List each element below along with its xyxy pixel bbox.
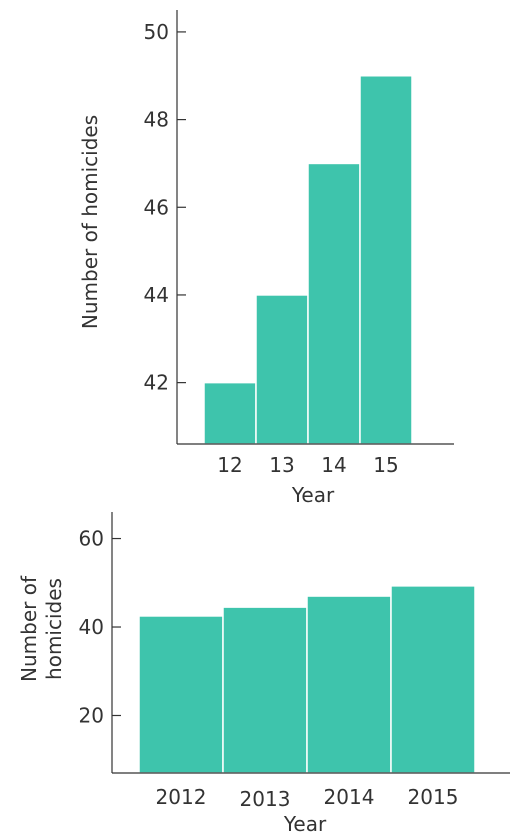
- x-tick-label-2013: 2013: [240, 787, 291, 811]
- x-tick-label-14: 14: [321, 453, 346, 477]
- x-tick-label-15: 15: [373, 453, 398, 477]
- bar-2015: [390, 585, 476, 774]
- bar-13: [255, 294, 309, 445]
- y-tick-label-60: 60: [79, 527, 104, 551]
- bar-group: [203, 75, 413, 445]
- bar-14: [307, 162, 361, 445]
- y-tick-label-50: 50: [144, 20, 169, 44]
- y-tick-label-44: 44: [144, 283, 169, 307]
- y-axis-label: Number of homicides: [78, 115, 102, 329]
- y-axis-label-line-2: homicides: [42, 578, 66, 680]
- x-axis-ticks: 2012 2013 2014 2015: [156, 785, 459, 811]
- chart-top-homicides-by-year: 42 44 46 48 50 12 13 14 15 Year Number of homic…: [78, 10, 454, 507]
- axes: [176, 10, 454, 445]
- y-axis-ticks: 42 44 46 48 50: [144, 20, 186, 395]
- y-tick-label-20: 20: [79, 703, 104, 727]
- y-tick-label-48: 48: [144, 108, 169, 132]
- y-axis-label-line-1: Number of: [17, 575, 41, 682]
- x-tick-label-12: 12: [217, 453, 242, 477]
- x-tick-label-2012: 2012: [156, 785, 207, 809]
- bar-15: [359, 75, 413, 445]
- bar-2012: [138, 615, 224, 774]
- bar-2014: [306, 595, 392, 774]
- x-tick-label-2014: 2014: [324, 785, 375, 809]
- x-tick-label-13: 13: [269, 453, 294, 477]
- x-axis-label: Year: [283, 812, 327, 835]
- y-tick-label-46: 46: [144, 195, 169, 219]
- bar-2013: [222, 606, 308, 774]
- bar-12: [203, 381, 257, 445]
- x-tick-label-2015: 2015: [408, 785, 459, 809]
- x-axis-ticks: 12 13 14 15: [217, 453, 398, 477]
- bar-group: [138, 585, 476, 774]
- x-axis-label: Year: [291, 483, 335, 507]
- chart-bottom-homicides-by-year: 20 40 60 2012 2013 2014 2015 Year Number of h…: [17, 512, 510, 835]
- y-tick-label-42: 42: [144, 371, 169, 395]
- y-tick-label-40: 40: [79, 615, 104, 639]
- axes: [111, 512, 510, 774]
- y-axis-ticks: 20 40 60: [79, 527, 121, 727]
